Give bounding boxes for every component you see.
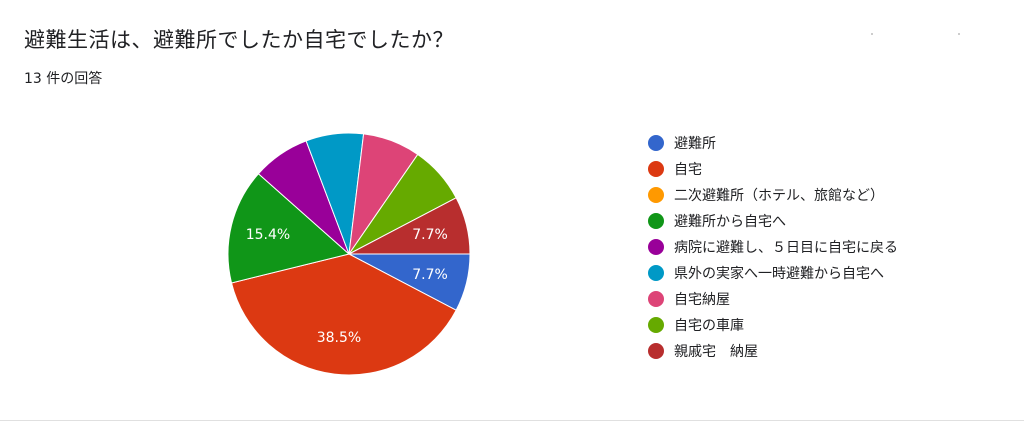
legend-item[interactable]: 二次避難所（ホテル、旅館など） xyxy=(648,182,898,208)
chart-legend: 避難所自宅二次避難所（ホテル、旅館など） 避難所から自宅へ病院に避難し、５日目に自… xyxy=(648,130,898,364)
legend-item[interactable]: 自宅 xyxy=(648,156,898,182)
legend-item[interactable]: 避難所から自宅へ xyxy=(648,208,898,234)
pie-slice-8[interactable] xyxy=(348,197,471,255)
legend-item[interactable]: 自宅の車庫 xyxy=(648,312,898,338)
response-count: 13 件の回答 xyxy=(24,71,103,87)
legend-label: 親戚宅 納屋 xyxy=(674,344,758,360)
legend-swatch xyxy=(648,291,664,307)
legend-swatch xyxy=(648,239,664,255)
decorative-dot xyxy=(958,33,960,35)
legend-item[interactable]: 親戚宅 納屋 xyxy=(648,338,898,364)
legend-label: 避難所 xyxy=(674,136,716,152)
legend-label: 自宅の車庫 xyxy=(674,318,744,334)
legend-swatch xyxy=(648,213,664,229)
legend-label: 県外の実家へ一時避難から自宅へ xyxy=(674,266,884,282)
legend-item[interactable]: 県外の実家へ一時避難から自宅へ xyxy=(648,260,898,286)
legend-label: 自宅納屋 xyxy=(674,292,730,308)
question-title: 避難生活は、避難所でしたか自宅でしたか？ xyxy=(24,28,454,52)
legend-label: 避難所から自宅へ xyxy=(674,214,786,230)
legend-swatch xyxy=(648,265,664,281)
legend-label: 自宅 xyxy=(674,162,702,178)
pie-slice-1[interactable] xyxy=(230,253,457,376)
decorative-dot xyxy=(871,33,873,35)
legend-item[interactable]: 避難所 xyxy=(648,130,898,156)
legend-label: 病院に避難し、５日目に自宅に戻る xyxy=(674,240,898,256)
slice-percent-label: 7.7% xyxy=(412,267,448,283)
legend-item[interactable]: 自宅納屋 xyxy=(648,286,898,312)
slice-percent-label: 38.5% xyxy=(317,330,361,346)
legend-swatch xyxy=(648,161,664,177)
legend-item[interactable]: 病院に避難し、５日目に自宅に戻る xyxy=(648,234,898,260)
legend-swatch xyxy=(648,187,664,203)
slice-percent-label: 7.7% xyxy=(412,227,448,243)
legend-swatch xyxy=(648,343,664,359)
legend-label: 二次避難所（ホテル、旅館など） xyxy=(674,188,884,204)
slice-percent-label: 15.4% xyxy=(246,227,290,243)
pie-slice-3[interactable] xyxy=(227,173,351,284)
legend-swatch xyxy=(648,317,664,333)
legend-swatch xyxy=(648,135,664,151)
